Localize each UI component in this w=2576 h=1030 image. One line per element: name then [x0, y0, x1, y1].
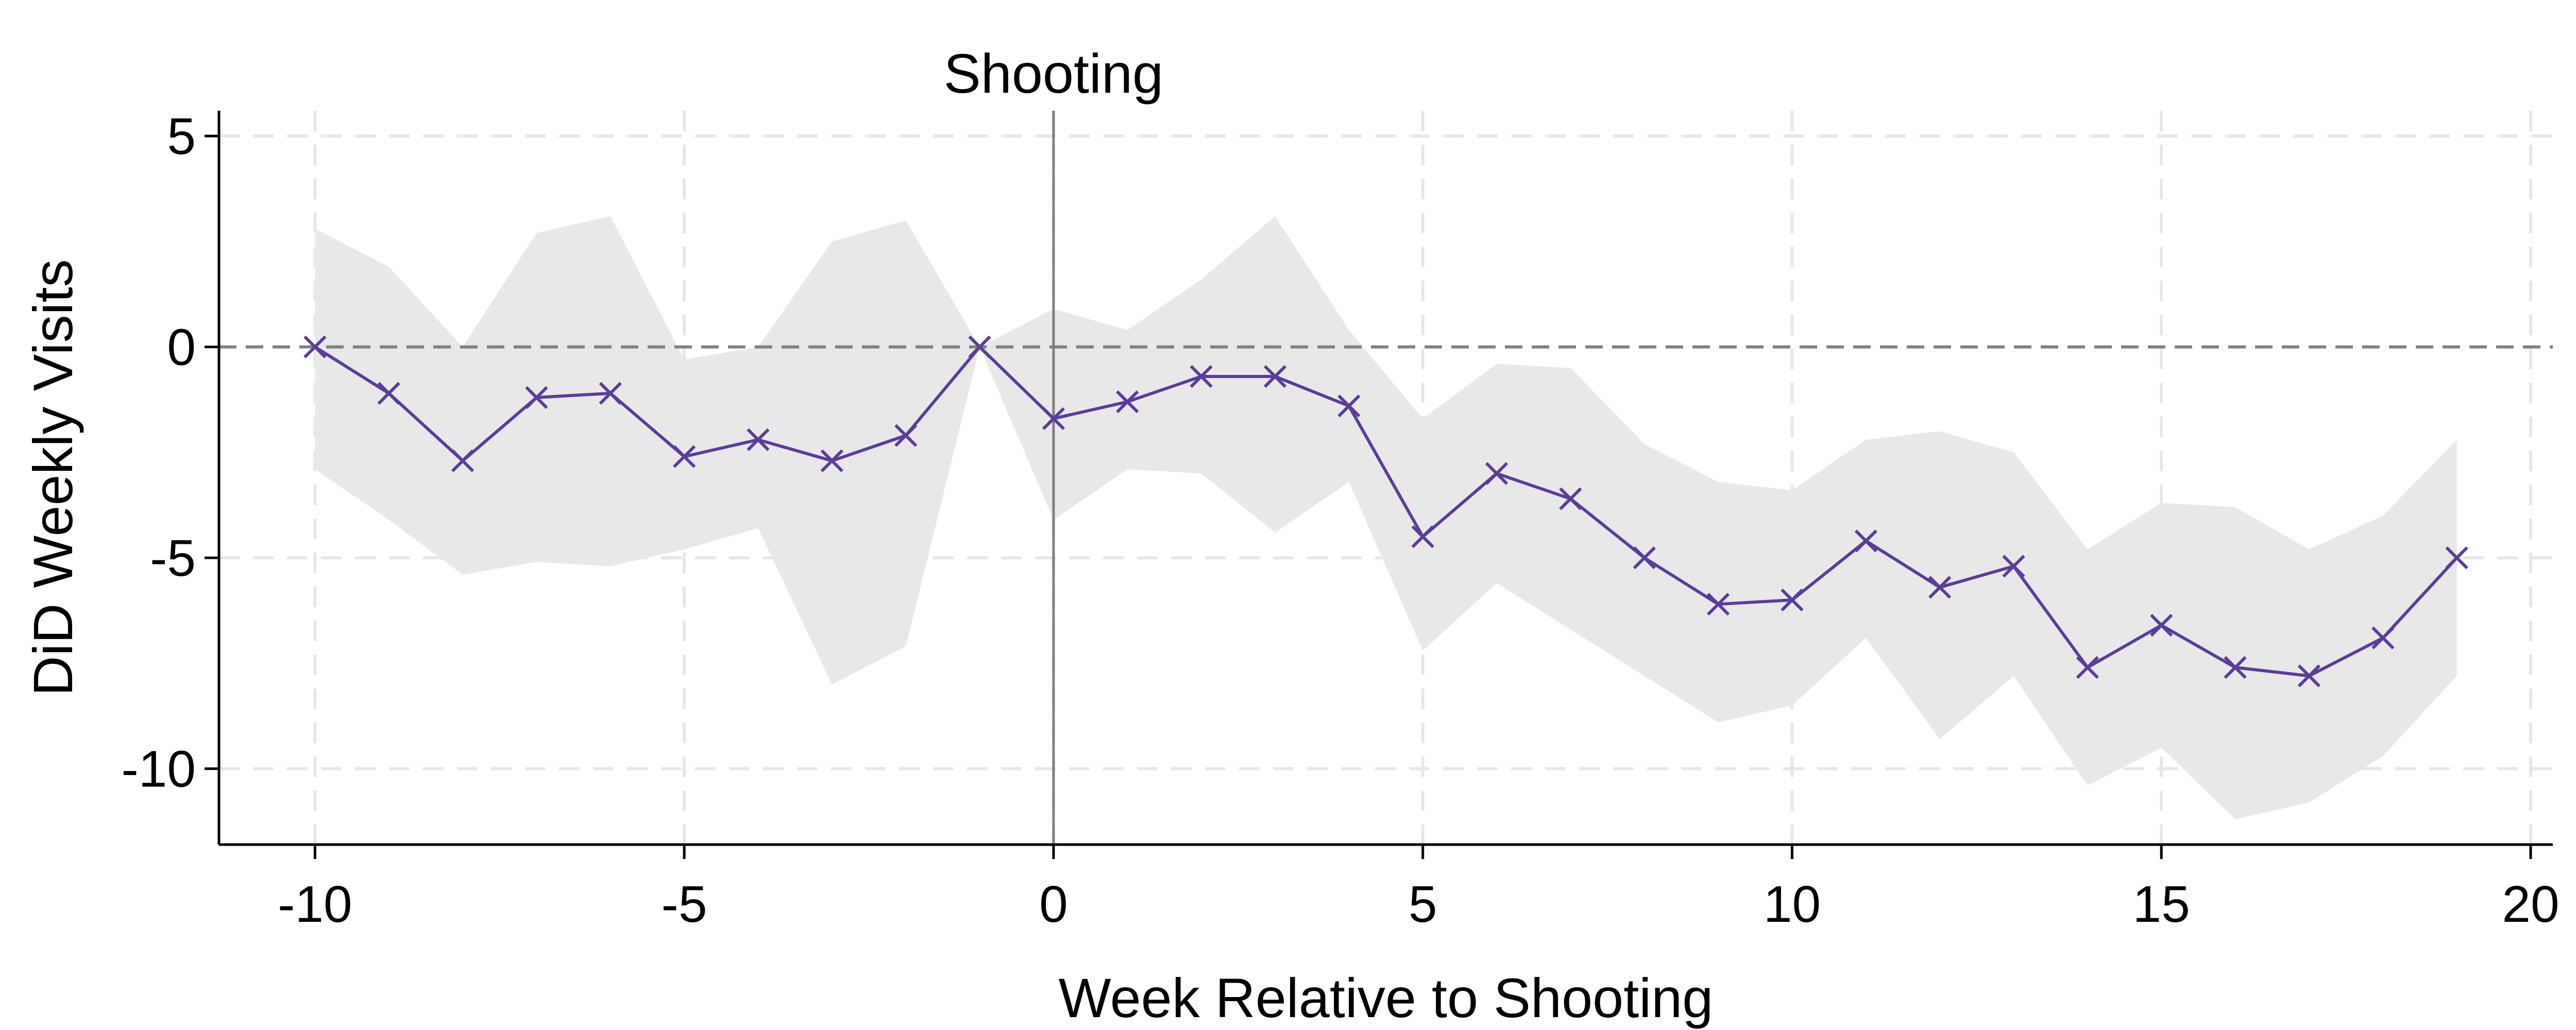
- marker-stroke: [968, 335, 991, 358]
- marker-stroke: [1190, 365, 1213, 388]
- series-layer: [303, 335, 2468, 688]
- data-point-marker: [2002, 555, 2025, 578]
- series-line: [314, 345, 2458, 678]
- marker-stroke: [747, 428, 770, 451]
- reference-lines-layer: [219, 111, 2553, 845]
- data-point-marker: [747, 428, 770, 451]
- x-tick-label: 0: [1039, 876, 1068, 933]
- marker-stroke: [303, 335, 327, 358]
- data-point-marker: [1559, 487, 1582, 510]
- marker-stroke: [2224, 656, 2247, 679]
- data-point-marker: [1781, 588, 1804, 612]
- y-axis-title: DiD Weekly Visits: [22, 259, 84, 696]
- marker-stroke: [1633, 546, 1656, 570]
- data-point-marker: [1485, 462, 1509, 485]
- x-tick-label: -5: [662, 876, 707, 933]
- event-line-label: Shooting: [944, 42, 1163, 105]
- marker-stroke: [525, 386, 548, 409]
- marker-stroke: [1263, 365, 1287, 388]
- data-point-marker: [1190, 365, 1213, 388]
- marker-stroke: [2297, 664, 2321, 688]
- data-point-marker: [1042, 407, 1065, 430]
- data-point-marker: [599, 382, 622, 405]
- marker-stroke: [2002, 555, 2025, 578]
- data-point-marker: [2371, 626, 2395, 649]
- data-point-marker: [1116, 390, 1139, 414]
- data-point-marker: [1337, 394, 1361, 418]
- data-point-marker: [820, 449, 843, 472]
- marker-stroke: [1706, 593, 1730, 616]
- y-tick-label: 5: [167, 108, 196, 165]
- confidence-band-layer: [315, 216, 2457, 819]
- data-point-marker: [2150, 614, 2173, 637]
- data-point-marker: [2224, 656, 2247, 679]
- marker-stroke: [2371, 626, 2395, 649]
- data-point-marker: [303, 335, 327, 358]
- marker-stroke: [1116, 390, 1139, 414]
- marker-stroke: [1042, 407, 1065, 430]
- x-axis-title: Week Relative to Shooting: [1059, 967, 1714, 1029]
- marker-stroke: [2076, 656, 2099, 679]
- data-point-marker: [1706, 593, 1730, 616]
- marker-stroke: [1485, 462, 1509, 485]
- x-tick-label: 15: [2133, 876, 2190, 933]
- marker-stroke: [2150, 614, 2173, 637]
- data-point-marker: [968, 335, 991, 358]
- data-point-marker: [525, 386, 548, 409]
- data-point-marker: [894, 424, 918, 447]
- data-point-marker: [1633, 546, 1656, 570]
- marker-stroke: [1854, 529, 1877, 553]
- data-point-marker: [1854, 529, 1877, 553]
- y-tick-label: 0: [167, 319, 196, 376]
- axes-layer: -10 -5 0 5 10 15 20 5 0 -5 -10: [121, 108, 2559, 933]
- marker-stroke: [1337, 394, 1361, 418]
- data-point-marker: [673, 445, 696, 468]
- x-tick-label: 20: [2502, 876, 2559, 933]
- y-tick-label: -5: [150, 529, 196, 587]
- marker-stroke: [377, 382, 400, 405]
- data-point-marker: [1263, 365, 1287, 388]
- marker-stroke: [1411, 525, 1434, 548]
- data-point-marker: [2297, 664, 2321, 688]
- y-tick-label: -10: [121, 741, 196, 798]
- confidence-band: [315, 216, 2457, 819]
- labels-layer: Week Relative to Shooting DiD Weekly Vis…: [22, 42, 1713, 1029]
- data-point-marker: [451, 449, 474, 472]
- marker-stroke: [1781, 588, 1804, 612]
- x-tick-label: 5: [1409, 876, 1437, 933]
- marker-stroke: [673, 445, 696, 468]
- data-point-marker: [2076, 656, 2099, 679]
- data-point-marker: [1411, 525, 1434, 548]
- marker-stroke: [1559, 487, 1582, 510]
- marker-stroke: [894, 424, 918, 447]
- marker-stroke: [451, 449, 474, 472]
- data-point-marker: [2445, 546, 2468, 570]
- x-tick-label: 10: [1764, 876, 1821, 933]
- marker-stroke: [2445, 546, 2468, 570]
- x-tick-label: -10: [278, 876, 352, 933]
- marker-stroke: [820, 449, 843, 472]
- data-point-marker: [1928, 576, 1952, 599]
- marker-stroke: [1928, 576, 1952, 599]
- marker-stroke: [599, 382, 622, 405]
- data-point-marker: [377, 382, 400, 405]
